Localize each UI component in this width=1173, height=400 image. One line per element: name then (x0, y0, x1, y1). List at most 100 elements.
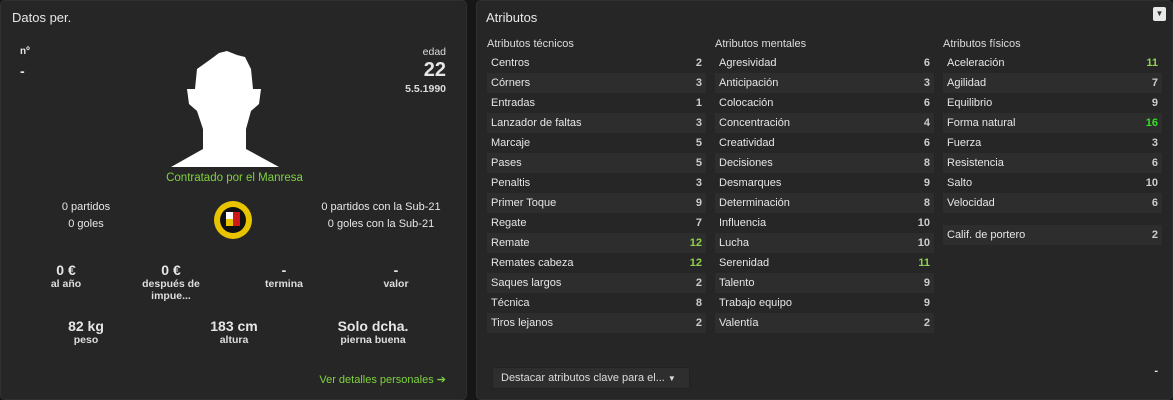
number-value: - (20, 63, 25, 79)
attribute-row: Córners 3 (487, 73, 706, 93)
attribute-row: Pases 5 (487, 153, 706, 173)
attribute-value: 10 (917, 237, 930, 249)
player-silhouette-icon (171, 51, 279, 167)
attribute-row: Creatividad 6 (715, 133, 934, 153)
attribute-row: Serenidad 11 (715, 253, 934, 273)
attribute-value: 7 (1151, 77, 1158, 89)
attribute-row: Influencia 10 (715, 213, 934, 233)
age-value: 22 (423, 59, 446, 81)
attribute-name: Velocidad (947, 197, 995, 209)
attribute-name: Centros (491, 57, 530, 69)
physical-value: Solo dcha. (337, 318, 409, 334)
u21-caps: 0 partidos con la Sub-21 (321, 201, 441, 213)
attribute-row: Lucha 10 (715, 233, 934, 253)
column-header: Atributos físicos (943, 38, 1021, 50)
attribute-row: Agresividad 6 (715, 53, 934, 73)
attribute-row: Lanzador de faltas 3 (487, 113, 706, 133)
attribute-name: Pases (491, 157, 522, 169)
attribute-row: Aceleración 11 (943, 53, 1162, 73)
attribute-name: Aceleración (947, 57, 1005, 69)
attribute-value: 5 (695, 137, 702, 149)
attribute-row: Concentración 4 (715, 113, 934, 133)
physical-label: altura (219, 334, 249, 346)
attribute-value: 10 (917, 217, 930, 229)
finance-stat: - valor (351, 262, 441, 290)
view-personal-details-link[interactable]: Ver detalles personales ➔ (319, 374, 446, 386)
attribute-column: Atributos técnicos Centros 2 Córners 3 Entrad… (487, 38, 706, 333)
attribute-value: 1 (695, 97, 702, 109)
attribute-value: 4 (923, 117, 930, 129)
attribute-row: Valentía 2 (715, 313, 934, 333)
attribute-value: 6 (1151, 197, 1158, 209)
physical-value: 82 kg (68, 318, 104, 334)
attribute-row: Equilibrio 9 (943, 93, 1162, 113)
highlight-key-attributes-dropdown[interactable]: Destacar atributos clave para el... ▼ (492, 367, 690, 389)
finance-stat: 0 € al año (21, 262, 111, 290)
attribute-value: 12 (689, 237, 702, 249)
attribute-value: 3 (695, 177, 702, 189)
attribute-name: Agilidad (947, 77, 987, 89)
attribute-name: Talento (719, 277, 755, 289)
attribute-name: Entradas (491, 97, 536, 109)
attribute-name: Córners (491, 77, 531, 89)
attribute-row: Remate 12 (487, 233, 706, 253)
attribute-row: Decisiones 8 (715, 153, 934, 173)
age-label: edad (422, 46, 446, 58)
attribute-name: Anticipación (719, 77, 779, 89)
attribute-name: Remates cabeza (491, 257, 574, 269)
attribute-value: 9 (1151, 97, 1158, 109)
attribute-name: Trabajo equipo (719, 297, 792, 309)
attribute-row: Salto 10 (943, 173, 1162, 193)
attribute-value: 9 (695, 197, 702, 209)
attribute-row: Entradas 1 (487, 93, 706, 113)
finance-label: después de impue... (142, 278, 200, 302)
attribute-row: Técnica 8 (487, 293, 706, 313)
physical-stat: Solo dcha. pierna buena (323, 318, 423, 346)
attribute-row: Fuerza 3 (943, 133, 1162, 153)
finance-stat: - termina (239, 262, 329, 290)
attribute-value: 8 (923, 197, 930, 209)
attribute-row: Regate 7 (487, 213, 706, 233)
attribute-value: 2 (1151, 229, 1158, 241)
panel-title: Datos per. (12, 10, 72, 25)
finance-label: termina (265, 278, 303, 290)
attribute-row: Desmarques 9 (715, 173, 934, 193)
panel-menu-button[interactable]: ▼ (1153, 7, 1166, 21)
finance-label: al año (50, 278, 82, 290)
attributes-panel: Atributos ▼ Atributos técnicos Centros 2 Có… (476, 0, 1173, 400)
column-header: Atributos mentales (715, 38, 807, 50)
attribute-value: 10 (1145, 177, 1158, 189)
federation-crest-icon (214, 201, 252, 239)
attribute-row: Talento 9 (715, 273, 934, 293)
attribute-name: Remate (491, 237, 530, 249)
attribute-value: 2 (695, 317, 702, 329)
attribute-row: Forma natural 16 (943, 113, 1162, 133)
u21-goals: 0 goles con la Sub-21 (327, 218, 435, 230)
attribute-name: Agresividad (719, 57, 777, 69)
attribute-name: Regate (491, 217, 527, 229)
physical-stat: 183 cm altura (184, 318, 284, 346)
physical-value: 183 cm (210, 318, 258, 334)
attribute-row: Anticipación 3 (715, 73, 934, 93)
attribute-value: 8 (695, 297, 702, 309)
attribute-row: Velocidad 6 (943, 193, 1162, 213)
arrow-right-icon: ➔ (436, 374, 446, 386)
attribute-name: Creatividad (719, 137, 775, 149)
attribute-value: 5 (695, 157, 702, 169)
attribute-name: Serenidad (719, 257, 770, 269)
panel-title: Atributos (486, 10, 538, 25)
attribute-name: Valentía (719, 317, 759, 329)
attribute-value: 9 (923, 297, 930, 309)
attribute-value: 2 (695, 277, 702, 289)
number-label: nº (20, 46, 30, 57)
attribute-row: Primer Toque 9 (487, 193, 706, 213)
physical-label: peso (73, 334, 99, 346)
attribute-name: Calif. de portero (947, 229, 1026, 241)
attribute-value: 3 (695, 117, 702, 129)
finance-value: - (281, 262, 287, 278)
attribute-name: Determinación (719, 197, 790, 209)
attribute-name: Lucha (719, 237, 749, 249)
birth-date: 5.5.1990 (405, 83, 446, 95)
attribute-name: Fuerza (947, 137, 982, 149)
attribute-row: Tiros lejanos 2 (487, 313, 706, 333)
